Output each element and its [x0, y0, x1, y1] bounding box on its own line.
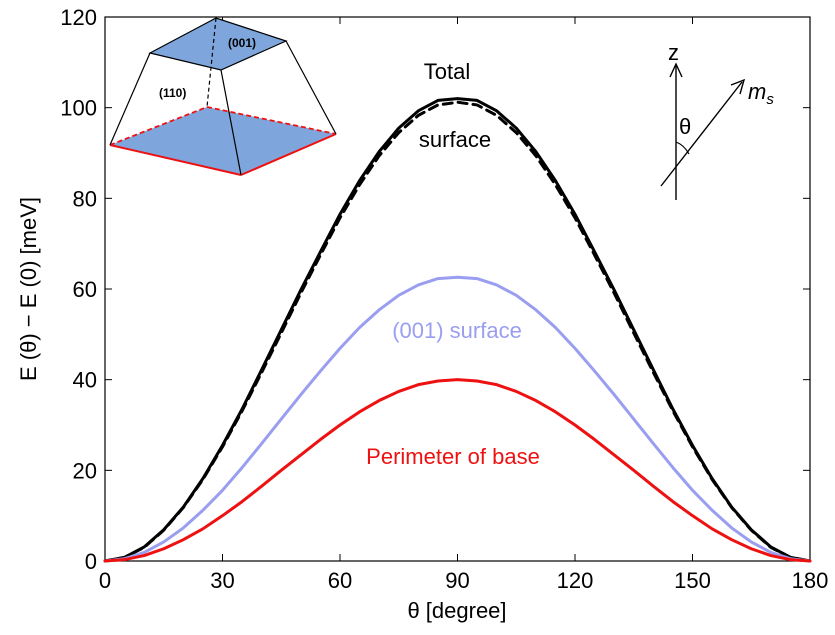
vector-label-main: m: [748, 79, 766, 104]
x-tick-label: 30: [210, 568, 234, 593]
base-front-edge-right: [240, 133, 337, 176]
base-front-edge-left: [109, 144, 242, 176]
x-tick-label: 180: [792, 568, 829, 593]
edge-back-left: [109, 52, 151, 146]
pyramid-top-face: [148, 17, 288, 71]
z-axis-label: z: [668, 40, 679, 65]
series-line-2: [103, 275, 812, 563]
y-tick-label: 20: [73, 458, 97, 483]
y-tick-label: 120: [60, 5, 97, 30]
annotation-surface: surface: [419, 127, 491, 152]
face-label-110: (110): [159, 86, 186, 100]
z-arrow-head-icon: [669, 62, 683, 78]
pyramid-inset: (001) (110): [109, 17, 337, 176]
y-tick-label: 40: [73, 368, 97, 393]
angle-arc: [675, 141, 690, 155]
x-tick-label: 0: [99, 568, 111, 593]
annotation-001-surface: (001) surface: [392, 318, 522, 343]
vector-label-subscript: s: [766, 91, 774, 108]
base-back-edge-left: [109, 106, 208, 146]
face-label-001: (001): [228, 36, 256, 50]
annotation-total: Total: [424, 59, 470, 84]
x-tick-label: 90: [445, 568, 469, 593]
series-line-1: [103, 100, 812, 563]
y-tick-label: 100: [60, 96, 97, 121]
edge-right: [285, 40, 337, 135]
angle-label: θ: [679, 114, 691, 139]
magnetization-vector-line: [660, 81, 743, 187]
edge-front: [220, 69, 242, 176]
series-layer: [103, 97, 812, 563]
x-tick-label: 150: [674, 568, 711, 593]
edge-hidden: [206, 17, 217, 108]
y-axis-ticks: 0 20 40 60 80 100 120: [60, 5, 810, 574]
x-tick-label: 120: [557, 568, 594, 593]
annotation-perimeter-of-base: Perimeter of base: [366, 444, 540, 469]
y-tick-label: 80: [73, 186, 97, 211]
y-axis-title: E (θ) − E (0) [meV]: [16, 197, 41, 381]
y-tick-label: 60: [73, 277, 97, 302]
pyramid-base-face: [110, 107, 336, 175]
x-tick-label: 60: [328, 568, 352, 593]
vector-label: ms: [748, 79, 774, 108]
angle-diagram: z ms θ: [660, 40, 774, 200]
base-back-edge-right: [206, 106, 337, 135]
x-axis-title: θ [degree]: [407, 598, 506, 623]
vector-arrow-head-icon: [730, 78, 746, 95]
series-line-3: [103, 378, 812, 563]
x-axis-ticks: 0 30 60 90 120 150 180: [99, 17, 828, 593]
y-tick-label: 0: [85, 549, 97, 574]
